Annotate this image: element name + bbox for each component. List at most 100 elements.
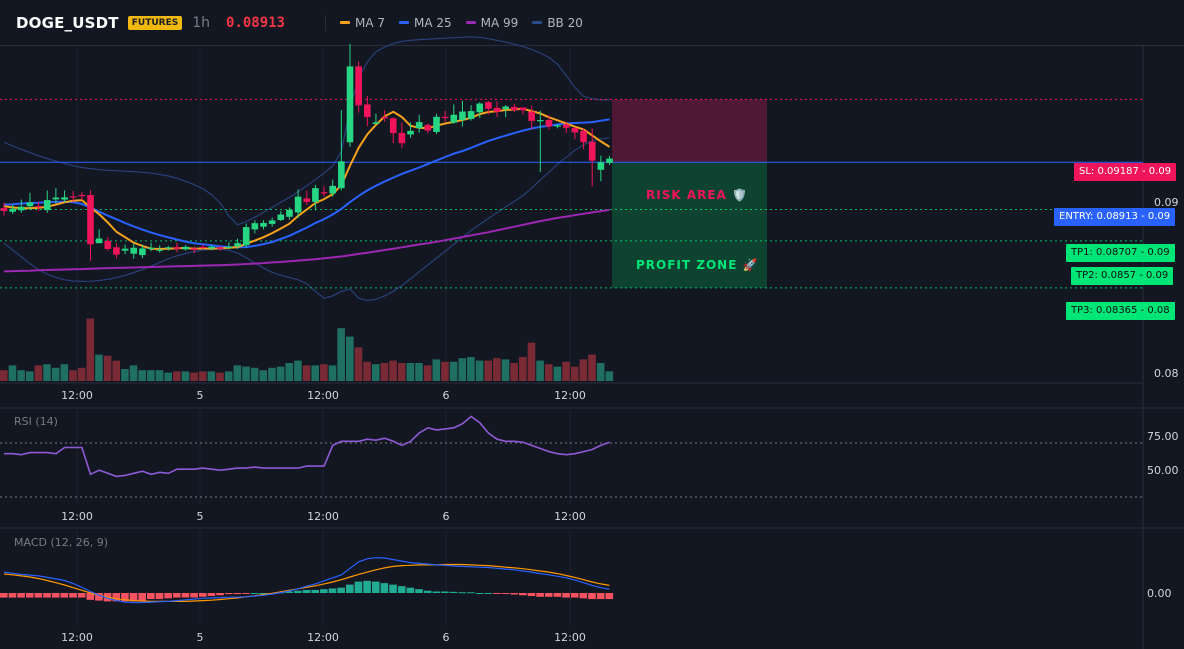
tp1-price-label[interactable]: TP1: 0.08707 - 0.09 xyxy=(1066,244,1175,262)
macd-hist-bar xyxy=(493,593,501,594)
sl-price-label[interactable]: SL: 0.09187 - 0.09 xyxy=(1074,163,1177,181)
x-tick: 12:00 xyxy=(307,631,339,644)
volume-bar xyxy=(198,371,207,381)
candle-body xyxy=(113,247,120,255)
macd-hist-bar xyxy=(449,591,458,593)
symbol-name[interactable]: DOGE_USDT xyxy=(16,13,119,32)
candle-body xyxy=(294,196,302,213)
macd-hist-bar xyxy=(389,584,397,593)
futures-badge: FUTURES xyxy=(127,15,183,30)
volume-bar xyxy=(544,364,553,381)
candle-body xyxy=(35,206,42,208)
macd-hist-bar xyxy=(198,593,207,597)
legend-ma25[interactable]: MA 25 xyxy=(399,16,452,30)
price-axis-label: 0.09 xyxy=(1154,196,1179,209)
x-tick: 12:00 xyxy=(554,631,586,644)
x-tick: 12:00 xyxy=(554,389,586,402)
candle-body xyxy=(511,106,518,111)
volume-bar xyxy=(354,347,363,381)
volume-bar xyxy=(337,328,345,381)
macd-hist-bar xyxy=(371,581,380,593)
candle-body xyxy=(242,227,250,246)
legend-ma7[interactable]: MA 7 xyxy=(340,16,385,30)
macd-hist-bar xyxy=(337,587,345,593)
candle-body xyxy=(78,195,86,197)
macd-hist-bar xyxy=(259,593,268,594)
volume-bar xyxy=(181,371,190,381)
volume-bar xyxy=(320,364,328,381)
tp2-price-label[interactable]: TP2: 0.0857 - 0.09 xyxy=(1071,267,1174,285)
candle-body xyxy=(485,102,492,109)
volume-bar xyxy=(588,354,596,381)
candle-body xyxy=(286,209,293,217)
volume-bar xyxy=(519,357,527,381)
macd-hist-bar xyxy=(475,593,484,594)
rsi-title[interactable]: RSI (14) xyxy=(14,415,58,428)
volume-bar xyxy=(302,365,311,381)
volume-bar xyxy=(25,371,34,381)
entry-price-label[interactable]: ENTRY: 0.08913 - 0.09 xyxy=(1054,208,1176,226)
macd-title[interactable]: MACD (12, 26, 9) xyxy=(14,536,109,549)
macd-hist-bar xyxy=(544,593,553,597)
macd-hist-bar xyxy=(519,593,527,596)
candle-body xyxy=(165,247,172,249)
macd-hist-bar xyxy=(164,593,172,599)
candle-body xyxy=(234,243,241,247)
volume-bar xyxy=(553,366,562,381)
volume-bar xyxy=(397,363,406,381)
candle-body xyxy=(147,247,155,249)
candle-body xyxy=(320,192,328,194)
candle-body xyxy=(156,249,163,251)
candle-body xyxy=(52,197,60,200)
macd-hist-bar xyxy=(570,593,579,598)
candle-body xyxy=(545,120,553,127)
top-bar: DOGE_USDT FUTURES 1h 0.08913 MA 7 MA 25 … xyxy=(0,0,1184,46)
macd-hist-bar xyxy=(501,593,510,594)
macd-hist-bar xyxy=(302,589,311,593)
timeframe-label[interactable]: 1h xyxy=(192,14,210,31)
macd-hist-bar xyxy=(155,593,164,600)
candle-body xyxy=(554,125,561,127)
volume-bar xyxy=(475,360,484,381)
volume-bar xyxy=(242,366,250,381)
x-tick: 6 xyxy=(442,389,450,402)
volume-bar xyxy=(138,370,146,381)
tp3-price-label[interactable]: TP3: 0.08365 - 0.08 xyxy=(1066,302,1175,320)
volume-bar xyxy=(129,365,138,381)
candle-body xyxy=(61,197,68,200)
macd-hist-bar xyxy=(294,590,302,593)
volume-bar xyxy=(216,372,224,381)
macd-hist-bar xyxy=(397,586,406,593)
candle-body xyxy=(355,66,362,106)
macd-hist-bar xyxy=(354,581,363,593)
candle-body xyxy=(329,185,336,194)
candle-body xyxy=(182,246,189,250)
macd-signal-line xyxy=(3,563,610,602)
macd-hist-bar xyxy=(562,593,570,598)
candle-body xyxy=(121,248,129,251)
last-price: 0.08913 xyxy=(225,14,285,31)
ma7-line xyxy=(3,107,611,250)
volume-bar xyxy=(77,367,86,381)
candle-body xyxy=(502,106,509,110)
candle-body xyxy=(433,116,440,132)
x-tick: 12:00 xyxy=(307,389,339,402)
rsi-level-label: 50.00 xyxy=(1147,464,1179,477)
candle-body xyxy=(467,111,475,119)
x-tick: 6 xyxy=(442,510,450,523)
volume-bar xyxy=(233,365,242,381)
candle-body xyxy=(43,200,51,211)
volume-bar xyxy=(423,365,432,381)
candle-body xyxy=(459,111,466,120)
volume-bar xyxy=(596,363,605,381)
legend-bb20[interactable]: BB 20 xyxy=(532,16,583,30)
legend-ma99[interactable]: MA 99 xyxy=(465,16,518,30)
volume-bar xyxy=(501,359,510,381)
macd-hist-bar xyxy=(0,593,8,598)
bb-upper-line xyxy=(3,36,610,226)
macd-hist-bar xyxy=(207,593,216,597)
macd-hist-bar xyxy=(441,591,449,593)
ma25-swatch xyxy=(399,21,410,24)
volume-bar xyxy=(224,371,233,381)
